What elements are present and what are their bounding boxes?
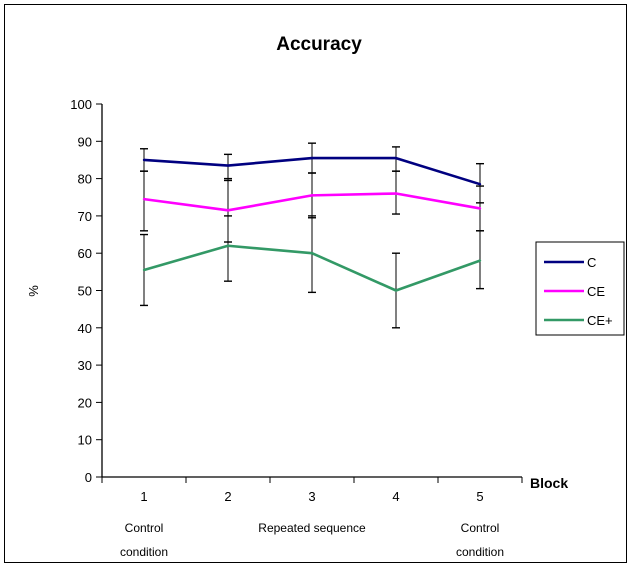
- x-tick-label: 3: [308, 489, 315, 504]
- x-tick-label: 5: [476, 489, 483, 504]
- data-point: [226, 209, 230, 212]
- y-tick-label: 90: [78, 134, 92, 149]
- data-point: [394, 192, 398, 195]
- annotation-text: Repeated sequence: [258, 521, 366, 535]
- data-point: [226, 244, 230, 247]
- data-point: [478, 182, 482, 186]
- legend-label: CE: [587, 284, 605, 299]
- data-point: [142, 197, 146, 201]
- x-axis-label: Block: [530, 475, 568, 491]
- data-point: [310, 252, 314, 255]
- y-tick-label: 70: [78, 209, 92, 224]
- legend: C CE CE+: [535, 241, 625, 336]
- annotation-text: Control: [461, 521, 500, 535]
- x-tick-label: 2: [224, 489, 231, 504]
- y-tick-label: 40: [78, 321, 92, 336]
- ticks: 0 10 20 30 40 50 60 70 80 90 100 1 2 3 4 5: [70, 97, 523, 504]
- annotation-text: condition: [120, 545, 168, 559]
- y-tick-label: 50: [78, 284, 92, 299]
- legend-label: C: [587, 255, 596, 270]
- data-point: [394, 156, 398, 160]
- chart-title: Accuracy: [276, 34, 362, 55]
- annotation-text: condition: [456, 545, 504, 559]
- data-point: [478, 259, 482, 262]
- y-tick-label: 0: [85, 470, 92, 485]
- data-point: [142, 158, 146, 162]
- data-point: [310, 156, 314, 160]
- series-lines: [142, 156, 482, 292]
- y-tick-label: 10: [78, 433, 92, 448]
- data-point: [310, 194, 314, 197]
- x-tick-label: 1: [140, 489, 147, 504]
- block-annotations: Control condition Repeated sequence Control…: [120, 521, 504, 559]
- error-bars: [140, 142, 484, 329]
- legend-label: CE+: [587, 313, 613, 328]
- chart-frame: [4, 4, 627, 563]
- y-tick-label: 20: [78, 395, 92, 410]
- annotation-text: Control: [125, 521, 164, 535]
- data-point: [394, 289, 398, 292]
- x-tick-label: 4: [392, 489, 399, 504]
- data-point: [142, 268, 146, 272]
- y-tick-label: 60: [78, 246, 92, 261]
- y-axis-label: %: [26, 285, 41, 297]
- data-point: [478, 207, 482, 210]
- data-point: [226, 164, 230, 167]
- y-tick-label: 80: [78, 172, 92, 187]
- y-tick-label: 30: [78, 358, 92, 373]
- y-tick-label: 100: [70, 97, 92, 112]
